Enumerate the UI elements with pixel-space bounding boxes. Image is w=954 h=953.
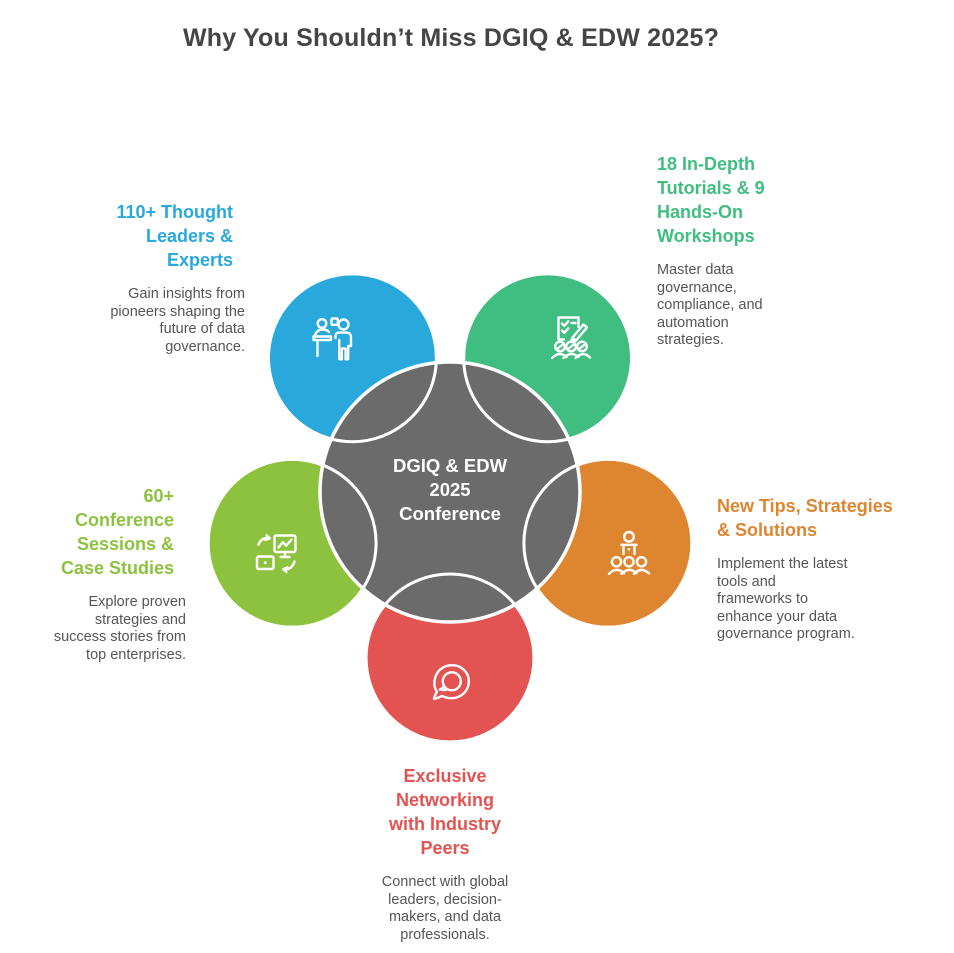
center-circle: [318, 360, 582, 624]
feature-body: Implement the latest tools and framework…: [717, 556, 855, 643]
presenter-icon: [312, 317, 353, 361]
center-label: DGIQ & EDW 2025 Conference: [392, 455, 508, 524]
feature-body: Master data governance, compliance, and …: [657, 262, 763, 349]
feature-body: Gain insights from pioneers shaping the …: [110, 286, 245, 355]
feature-heading: 110+ Thought Leaders & Experts: [116, 202, 233, 270]
feature-heading: 60+ Conference Sessions & Case Studies: [60, 486, 174, 578]
checklist-pencil-icon: [550, 316, 592, 360]
feature-heading: 18 In-Depth Tutorials & 9 Hands-On Works…: [657, 154, 765, 246]
feature-tips: New Tips, Strategies & Solutions Impleme…: [717, 494, 893, 644]
feature-body: Explore proven strategies and success st…: [53, 594, 186, 663]
page-title: Why You Shouldn’t Miss DGIQ & EDW 2025?: [182, 24, 720, 52]
feature-tutorials: 18 In-Depth Tutorials & 9 Hands-On Works…: [657, 152, 765, 350]
chat-bubble-icon: [432, 663, 471, 701]
data-exchange-icon: [255, 534, 297, 574]
feature-sessions: 60+ Conference Sessions & Case Studies E…: [54, 484, 186, 664]
feature-networking: Exclusive Networking with Industry Peers…: [330, 764, 560, 944]
feature-thought-leaders: 110+ Thought Leaders & Experts Gain insi…: [110, 200, 245, 356]
feature-heading: Exclusive Networking with Industry Peers: [389, 766, 501, 858]
feature-heading: New Tips, Strategies & Solutions: [717, 496, 893, 540]
satellite-outlines: [206, 272, 694, 744]
speaker-audience-icon: [607, 530, 651, 575]
feature-body: Connect with global leaders, decision- m…: [381, 874, 509, 943]
